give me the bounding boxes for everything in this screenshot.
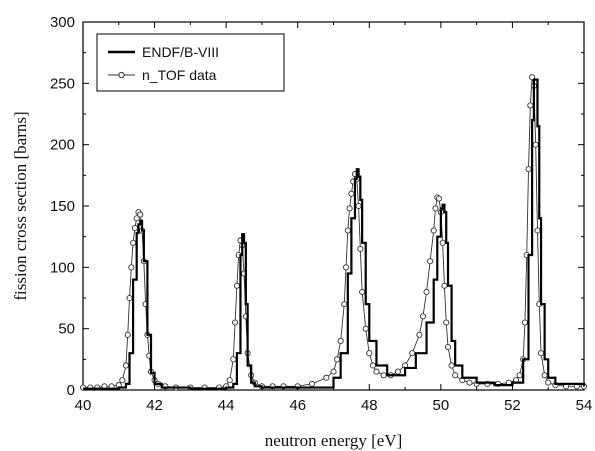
data-point-ntof xyxy=(444,344,452,351)
data-point-ntof xyxy=(439,239,446,246)
data-point-ntof xyxy=(366,350,373,357)
data-point-ntof xyxy=(137,211,144,218)
y-tick-label: 300 xyxy=(50,14,75,31)
data-point-ntof xyxy=(226,377,233,384)
data-point-ntof xyxy=(369,362,376,369)
data-point-ntof xyxy=(128,264,135,271)
data-point-ntof xyxy=(423,288,430,295)
data-point-ntof xyxy=(130,239,137,246)
data-point-ntof xyxy=(427,258,434,265)
series-markers-ntof xyxy=(79,74,588,391)
x-tick-label: 46 xyxy=(289,397,306,414)
legend-marker-ntof xyxy=(118,71,125,79)
legend: ENDF/B-VIII n_TOF data xyxy=(96,33,285,92)
data-point-ntof xyxy=(538,350,545,357)
data-point-ntof xyxy=(466,379,473,386)
y-axis-title: fission cross section [barns] xyxy=(11,111,30,300)
data-point-ntof xyxy=(232,319,239,326)
data-point-ntof xyxy=(330,368,337,375)
data-point-ntof xyxy=(373,368,380,375)
data-point-ntof xyxy=(380,372,387,379)
data-point-ntof xyxy=(308,380,316,387)
y-tick-label: 0 xyxy=(67,382,75,399)
data-point-ntof xyxy=(541,372,548,379)
x-tick-label: 50 xyxy=(433,397,450,414)
data-point-ntof xyxy=(344,227,351,234)
data-point-ntof xyxy=(534,227,541,234)
legend-box xyxy=(96,33,285,92)
data-point-ntof xyxy=(124,331,131,338)
data-point-ntof xyxy=(133,215,140,222)
series-line-ntof xyxy=(83,77,584,388)
y-tick-label: 150 xyxy=(50,198,75,215)
series-layer xyxy=(79,74,588,391)
data-point-ntof xyxy=(394,368,401,375)
data-point-ntof xyxy=(430,227,437,234)
x-tick-label: 40 xyxy=(75,397,92,414)
data-point-ntof xyxy=(346,205,353,212)
data-point-ntof xyxy=(419,313,427,320)
x-tick-label: 44 xyxy=(218,397,235,414)
data-point-ntof xyxy=(443,319,450,326)
data-point-ntof xyxy=(122,362,129,369)
data-point-ntof xyxy=(448,362,455,369)
x-tick-label: 52 xyxy=(504,397,521,414)
data-point-ntof xyxy=(532,141,539,148)
data-point-ntof xyxy=(131,225,138,232)
data-point-ntof xyxy=(441,282,448,289)
y-axis: 0 50 100 150 200 250 300 xyxy=(50,14,584,399)
data-point-ntof xyxy=(337,337,344,344)
data-point-ntof xyxy=(409,350,416,357)
legend-label-ntof: n_TOF data xyxy=(142,67,217,83)
data-point-ntof xyxy=(436,195,443,202)
x-tick-label: 42 xyxy=(146,397,163,414)
data-point-ntof xyxy=(126,294,133,302)
data-point-ntof xyxy=(416,331,423,338)
legend-label-endf: ENDF/B-VIII xyxy=(142,44,219,60)
x-tick-label: 48 xyxy=(361,397,378,414)
y-tick-label: 200 xyxy=(50,137,75,154)
data-point-ntof xyxy=(233,282,240,289)
data-point-ntof xyxy=(452,372,459,379)
data-point-ntof xyxy=(525,166,532,173)
data-point-ntof xyxy=(529,74,536,81)
y-tick-label: 250 xyxy=(50,75,75,92)
y-tick-label: 100 xyxy=(50,259,75,276)
data-point-ntof xyxy=(348,190,355,197)
data-point-ntof xyxy=(516,372,523,379)
data-point-ntof xyxy=(527,102,534,109)
data-point-ntof xyxy=(359,288,366,295)
x-axis-title: neutron energy [eV] xyxy=(265,431,403,450)
data-point-ntof xyxy=(230,356,237,363)
data-point-ntof xyxy=(521,319,529,326)
data-point-ntof xyxy=(334,356,341,363)
data-point-ntof xyxy=(357,245,364,252)
data-point-ntof xyxy=(342,264,350,271)
data-point-ntof xyxy=(355,202,362,210)
x-tick-label: 54 xyxy=(576,397,593,414)
data-point-ntof xyxy=(323,374,330,381)
data-point-ntof xyxy=(432,205,439,212)
y-tick-label: 50 xyxy=(58,321,75,338)
data-point-ntof xyxy=(341,301,348,308)
data-point-ntof xyxy=(119,377,126,384)
series-line-endf xyxy=(83,78,586,390)
x-axis: 40 42 44 46 48 50 52 54 xyxy=(75,22,593,414)
data-point-ntof xyxy=(545,379,552,386)
data-point-ntof xyxy=(362,325,369,332)
